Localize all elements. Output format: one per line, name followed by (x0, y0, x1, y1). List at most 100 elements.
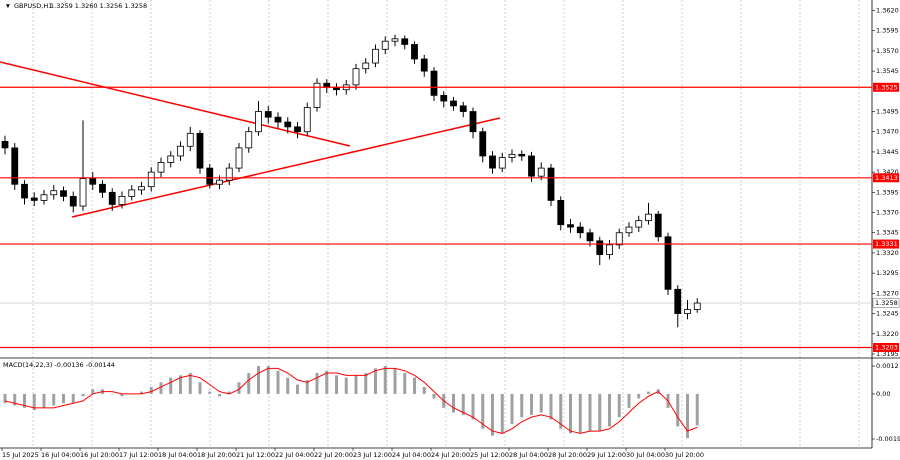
candle-body (313, 82, 321, 108)
candle-body (303, 107, 311, 133)
candle-body (118, 195, 126, 205)
macd-bar (403, 373, 407, 394)
y-tick-label: 1.3595 (876, 27, 899, 35)
candle-body (693, 302, 701, 310)
macd-bar (62, 393, 65, 404)
candle-body (625, 226, 633, 234)
macd-bar (559, 393, 563, 429)
macd-bar (500, 393, 504, 434)
y-tick-label: 1.3445 (876, 148, 899, 156)
level-box (873, 82, 899, 92)
candle-body (21, 183, 28, 199)
y-tick-label: 1.3295 (876, 269, 899, 277)
candle-body (411, 44, 418, 60)
candle-body (645, 213, 652, 222)
macd-bar (169, 377, 173, 394)
candle-body (79, 178, 87, 207)
macd-bar (276, 370, 280, 394)
candle-body (362, 62, 370, 70)
candle-body (528, 155, 535, 177)
macd-bar (598, 393, 602, 432)
candle-body (586, 232, 594, 242)
macd-bar (549, 393, 553, 420)
x-tick-label: 18 Jul 20:00 (197, 451, 236, 459)
macd-bar (110, 393, 114, 395)
candle-body (450, 100, 457, 107)
macd-bar (296, 384, 299, 394)
x-tick-label: 23 Jul 12:00 (353, 451, 392, 459)
x-tick-label: 24 Jul 04:00 (392, 451, 431, 459)
macd-bar (13, 393, 17, 406)
macd-bar (569, 393, 572, 434)
y-tick-label: 1.3545 (876, 67, 899, 75)
x-tick-label: 21 Jul 12:00 (236, 451, 275, 459)
x-tick-label: 28 Jul 20:00 (548, 451, 587, 459)
candle-body (196, 132, 204, 169)
x-tick-label: 17 Jul 12:00 (119, 451, 158, 459)
macd-label: MACD(14,22,3) -0.00136 -0.00144 (3, 361, 115, 369)
macd-bar (120, 393, 124, 397)
x-tick-label: 22 Jul 04:00 (275, 451, 314, 459)
y-tick-label: 1.3345 (876, 229, 899, 237)
x-tick-label: 30 Jul 04:00 (626, 451, 665, 459)
candle-body (216, 179, 223, 185)
macd-bar (179, 375, 182, 394)
candle-body (147, 171, 155, 188)
level-label: 1.3203 (875, 343, 898, 351)
macd-bar (676, 393, 680, 427)
y-tick-label: 1.3620 (876, 7, 899, 15)
macd-bar (510, 393, 514, 425)
candle-body (40, 194, 48, 201)
x-tick-label: 16 Jul 20:00 (80, 451, 119, 459)
candle-body (498, 157, 506, 169)
candle-body (654, 213, 662, 238)
macd-bar (247, 373, 251, 394)
candle-body (294, 126, 301, 133)
y-tick-label: -0.00194 (876, 435, 900, 443)
macd-bar (393, 368, 397, 394)
candle-body (99, 183, 106, 193)
level-label: 1.3331 (875, 240, 898, 248)
x-tick-label: 18 Jul 04:00 (158, 451, 197, 459)
macd-bar (42, 393, 46, 408)
y-tick-label: 1.3320 (876, 249, 899, 257)
macd-bar (647, 391, 650, 394)
macd-bar (286, 377, 290, 394)
candle-body (606, 244, 613, 255)
macd-bar (140, 391, 143, 394)
macd-bar (637, 393, 641, 399)
x-tick-label: 16 Jul 04:00 (41, 451, 80, 459)
macd-bar (608, 393, 611, 427)
macd-bar (520, 393, 524, 418)
level-box (873, 342, 899, 352)
macd-bar (227, 391, 231, 394)
macd-bar (71, 393, 75, 404)
candle-body (352, 68, 360, 86)
menu-arrow[interactable]: ▼ (6, 4, 10, 10)
y-tick-label: 1.3220 (876, 330, 899, 338)
candle-body (108, 191, 116, 205)
quote: 1.3259 1.3260 1.3256 1.3258 (50, 2, 147, 10)
macd-bar (237, 382, 241, 394)
macd-bar (491, 393, 494, 436)
macd-bar (81, 393, 85, 397)
trend-line (71, 117, 501, 218)
candle-body (420, 58, 428, 72)
macd-bar (481, 393, 485, 429)
candle-body (615, 232, 623, 246)
y-tick-label: 1.3195 (876, 350, 899, 358)
candle-body (138, 186, 145, 191)
macd-bar (530, 393, 533, 415)
macd-bar (159, 382, 163, 394)
macd-bar (578, 393, 582, 434)
macd-bar (374, 368, 377, 394)
level-label: 1.3525 (875, 83, 898, 91)
macd-bar (617, 393, 621, 418)
candle-body (391, 38, 399, 42)
candle-body (459, 105, 467, 112)
symbol: GBPUSD,H1 (14, 2, 52, 10)
macd-bar (413, 377, 416, 394)
level-box (873, 173, 899, 183)
candle-body (664, 236, 672, 290)
macd-bar (208, 391, 212, 394)
